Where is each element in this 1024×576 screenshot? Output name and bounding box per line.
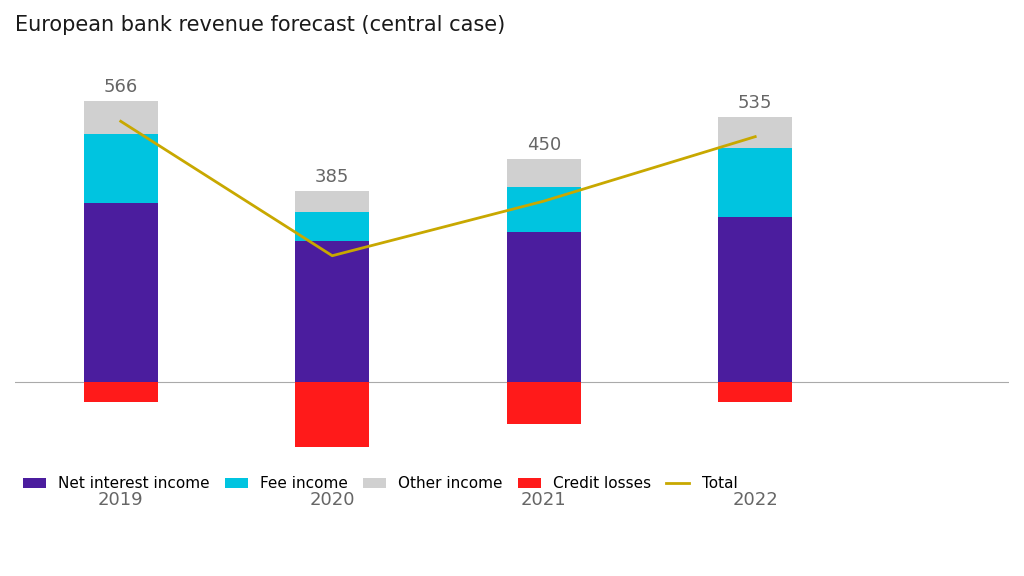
Bar [507,159,581,187]
Bar [295,241,370,382]
Bar [718,117,793,148]
Bar [84,101,158,134]
Bar [718,148,793,217]
Bar [507,187,581,232]
Text: 385: 385 [315,168,349,186]
Bar [718,217,793,382]
Bar [718,382,793,402]
Bar [295,191,370,212]
Text: 450: 450 [526,136,561,154]
Bar [84,134,158,203]
Text: European bank revenue forecast (central case): European bank revenue forecast (central … [15,15,505,35]
Bar [295,382,370,447]
Bar [507,382,581,425]
Text: 535: 535 [738,94,772,112]
Bar [507,232,581,382]
Legend: Net interest income, Fee income, Other income, Credit losses, Total: Net interest income, Fee income, Other i… [23,476,737,491]
Bar [295,212,370,241]
Text: 566: 566 [103,78,138,97]
Bar [84,382,158,402]
Bar [84,203,158,382]
